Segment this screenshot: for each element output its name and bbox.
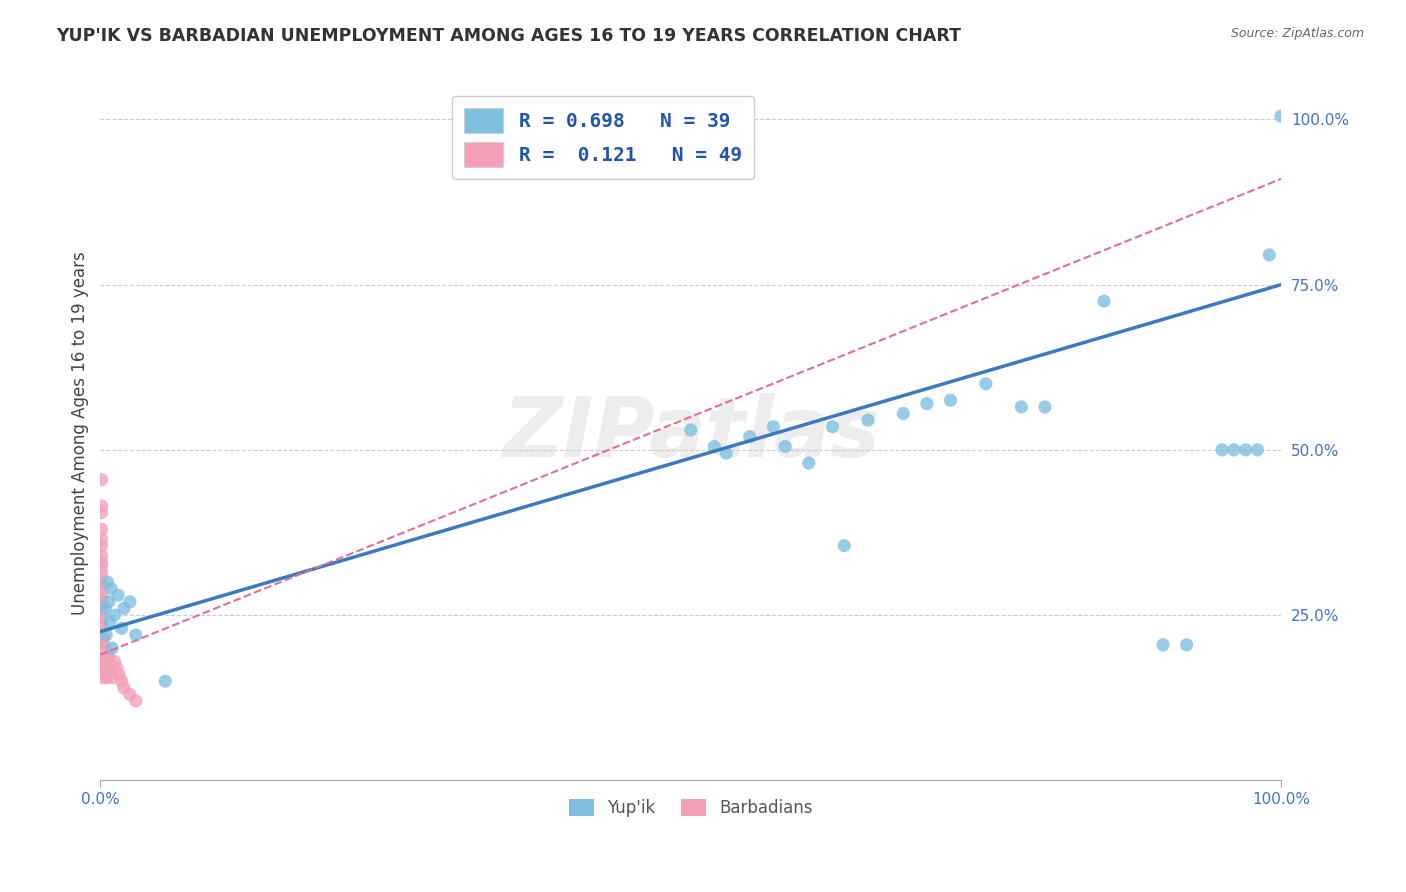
Point [856,413,879,427]
Point [94,657,117,672]
Point [105,661,128,675]
Point [90,506,112,520]
Point [90,638,112,652]
Text: Source: ZipAtlas.com: Source: ZipAtlas.com [1230,27,1364,40]
Point [110,674,132,689]
Point [90,549,112,563]
Point [714,446,737,460]
Point [773,440,796,454]
Point [90,657,112,672]
Point [90,572,112,586]
Point [91,648,114,662]
Point [90,585,112,599]
Point [100,582,122,596]
Point [90,578,112,592]
Point [90,598,112,612]
Point [96,665,118,679]
Point [100,665,122,679]
Point [90,591,112,606]
Point [103,654,125,668]
Point [107,588,129,602]
Point [90,644,112,658]
Point [118,687,141,701]
Point [90,558,112,573]
Point [94,644,117,658]
Point [155,674,177,689]
Text: YUP'IK VS BARBADIAN UNEMPLOYMENT AMONG AGES 16 TO 19 YEARS CORRELATION CHART: YUP'IK VS BARBADIAN UNEMPLOYMENT AMONG A… [56,27,962,45]
Point [90,555,112,569]
Point [90,539,112,553]
Point [90,565,112,579]
Point [974,376,997,391]
Point [90,522,112,536]
Point [90,499,112,513]
Point [90,605,112,619]
Point [90,618,112,632]
Point [1175,638,1198,652]
Point [93,638,115,652]
Point [1270,109,1292,123]
Point [90,532,112,546]
Point [93,661,115,675]
Point [125,694,148,708]
Point [112,601,135,615]
Point [1211,442,1233,457]
Point [90,651,112,665]
Point [832,539,855,553]
Point [101,641,124,656]
Point [821,419,844,434]
Point [108,667,131,681]
Point [1033,400,1056,414]
Point [797,456,820,470]
Point [96,644,118,658]
Point [703,440,725,454]
Point [1223,442,1246,457]
Point [91,671,114,685]
Point [762,419,785,434]
Point [98,615,121,629]
Point [125,628,148,642]
Point [939,393,962,408]
Point [94,651,117,665]
Point [90,473,112,487]
Point [1234,442,1257,457]
Point [91,641,114,656]
Point [96,575,118,590]
Point [91,665,114,679]
Point [679,423,702,437]
Y-axis label: Unemployment Among Ages 16 to 19 years: Unemployment Among Ages 16 to 19 years [72,252,89,615]
Point [1010,400,1032,414]
Point [915,396,938,410]
Point [93,654,115,668]
Point [103,608,125,623]
Point [97,651,120,665]
Point [96,628,118,642]
Point [1152,638,1174,652]
Point [891,407,914,421]
Point [738,430,761,444]
Point [1092,294,1115,309]
Point [118,595,141,609]
Point [93,631,115,645]
Point [90,624,112,639]
Point [90,611,112,625]
Point [112,681,135,695]
Text: ZIPatlas: ZIPatlas [502,392,880,474]
Point [90,631,112,645]
Point [101,671,124,685]
Point [1246,442,1268,457]
Point [94,601,117,615]
Legend: Yup'ik, Barbadians: Yup'ik, Barbadians [562,792,820,824]
Point [97,595,120,609]
Point [1258,248,1281,262]
Point [96,671,118,685]
Point [110,621,132,635]
Point [98,657,121,672]
